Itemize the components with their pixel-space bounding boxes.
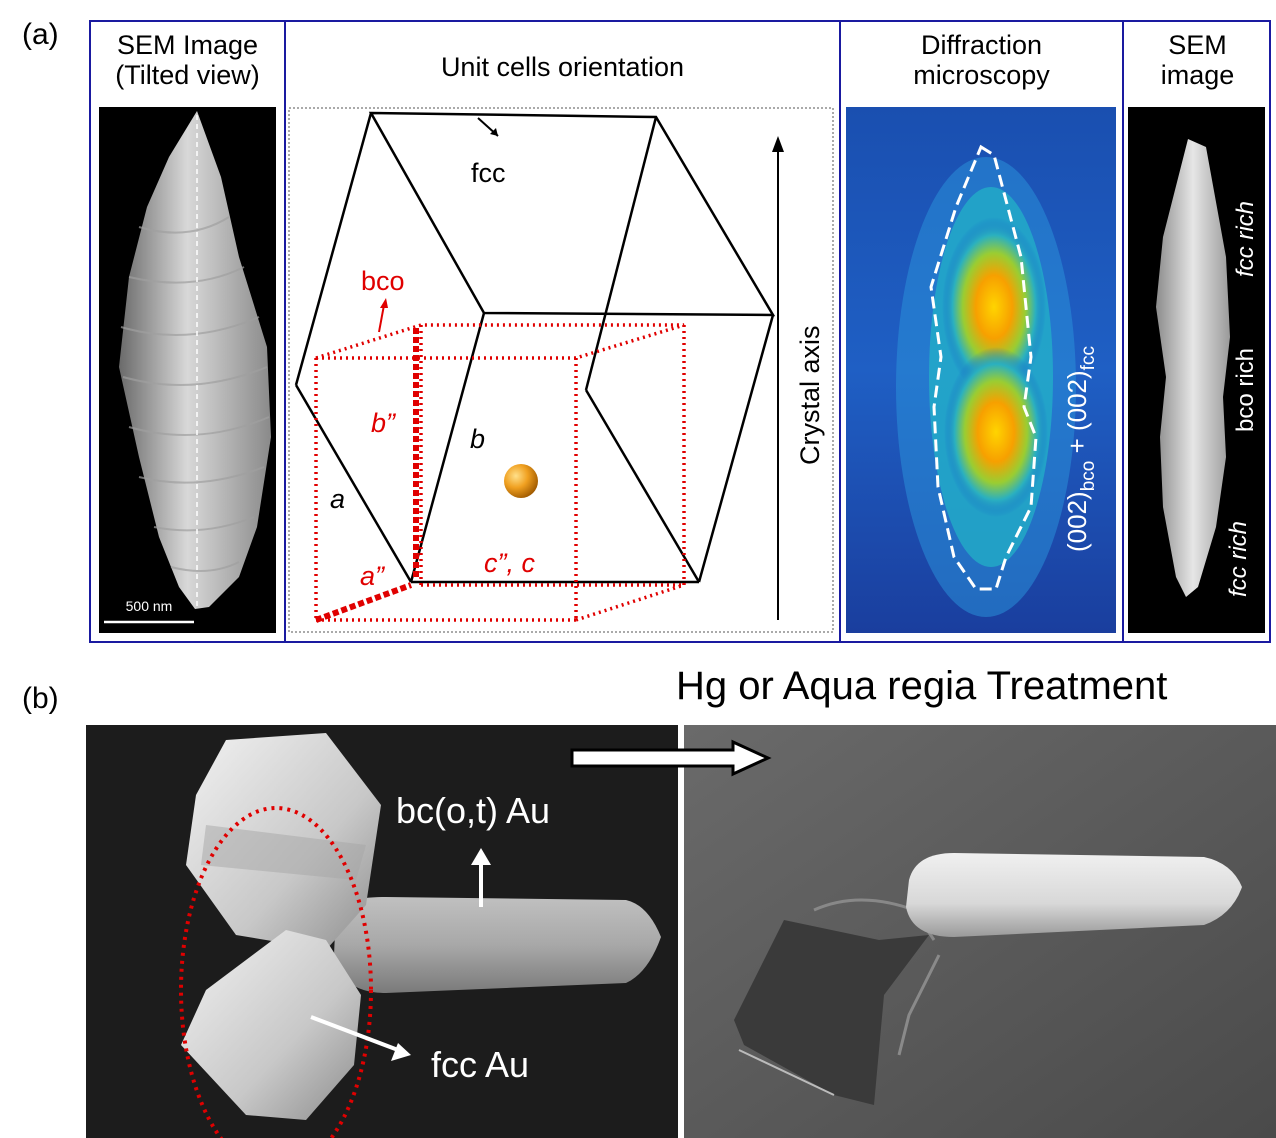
sem-image-title-line1: SEM	[1168, 30, 1227, 60]
sem-tilted-title-line2: (Tilted view)	[115, 60, 260, 90]
fcc-rich-bottom: fcc rich	[1225, 521, 1252, 597]
scale-bar-label: 500 nm	[126, 598, 173, 614]
fcc-octahedron-lower	[181, 930, 361, 1120]
diagram-border	[288, 107, 834, 633]
panel-a-label: (a)	[22, 18, 59, 51]
formula-part1: (002)	[1062, 491, 1092, 552]
sem-tilted-title: SEM Image (Tilted view)	[91, 30, 284, 90]
particle-outline	[929, 144, 1038, 591]
sem-after	[684, 725, 1276, 1138]
a-label: a	[330, 484, 345, 514]
divider-2	[839, 20, 841, 643]
c-label: c”, c	[484, 548, 535, 578]
fcc-arrow-head	[391, 1043, 411, 1061]
sem-tilted-title-line1: SEM Image	[116, 30, 259, 60]
nanorod	[1156, 139, 1230, 597]
formula-part2: + (002)	[1062, 370, 1092, 460]
fcc-ellipse	[179, 806, 373, 1138]
bco-pointer	[378, 304, 385, 333]
treatment-arrow	[570, 739, 772, 777]
bco-rich-label: bco rich	[1232, 348, 1259, 432]
formula-sub2: fcc	[1078, 346, 1099, 370]
panel-a-frame	[89, 20, 1271, 643]
b-double-prime-label: b”	[371, 408, 396, 438]
crystal-axis-label: Crystal axis	[795, 325, 825, 465]
etched-residue	[734, 920, 929, 1105]
diffraction-formula: (002)bco + (002)fcc	[1062, 346, 1099, 552]
fcc-au-label: fcc Au	[431, 1044, 529, 1085]
remaining-rod	[906, 853, 1242, 937]
panel-b-divider	[678, 725, 684, 1138]
fcc-rich-top: fcc rich	[1232, 201, 1259, 277]
a-double-prime-label: a”	[360, 561, 385, 591]
bc-rod	[334, 897, 661, 993]
diffraction-image: (002)bco + (002)fcc	[846, 107, 1116, 633]
formula-sub1: bco	[1078, 461, 1099, 492]
fcc-arrow	[310, 1015, 399, 1052]
diffraction-title-line2: microscopy	[913, 60, 1050, 90]
bc-arrow-head	[471, 848, 491, 865]
divider-3	[1122, 20, 1124, 643]
bc-label: bc(o,t) Au	[396, 790, 550, 831]
sem-image-title: SEM image	[1124, 30, 1271, 90]
fcc-label: fcc	[471, 158, 506, 188]
fcc-pointer-head	[490, 128, 498, 136]
fcc-cube	[294, 111, 776, 584]
bco-cell	[314, 323, 686, 622]
sem-before: bc(o,t) Au fcc Au	[86, 725, 678, 1138]
bco-pointer-head	[380, 298, 388, 308]
c-label-text: c”, c	[484, 548, 535, 578]
unit-cells-diagram: fcc bco b” b a a” c”, c Crystal axis	[288, 107, 834, 633]
bco-label: bco	[361, 266, 405, 296]
b-label: b	[470, 424, 485, 454]
sem-tilted-image: 500 nm	[99, 107, 276, 633]
sem-image-title-line2: image	[1160, 60, 1235, 90]
sem-image: fcc rich bco rich fcc rich	[1128, 107, 1265, 633]
panel-b-label: (b)	[22, 682, 59, 715]
a-double-prime-edge	[314, 582, 413, 623]
crystal-axis-arrow-head	[772, 136, 784, 152]
diffraction-title-line1: Diffraction	[920, 30, 1043, 60]
treatment-title: Hg or Aqua regia Treatment	[676, 664, 1168, 708]
diffraction-title: Diffraction microscopy	[841, 30, 1122, 90]
gold-atom	[504, 464, 538, 498]
unit-cells-title: Unit cells orientation	[440, 52, 685, 82]
divider-1	[284, 20, 286, 643]
